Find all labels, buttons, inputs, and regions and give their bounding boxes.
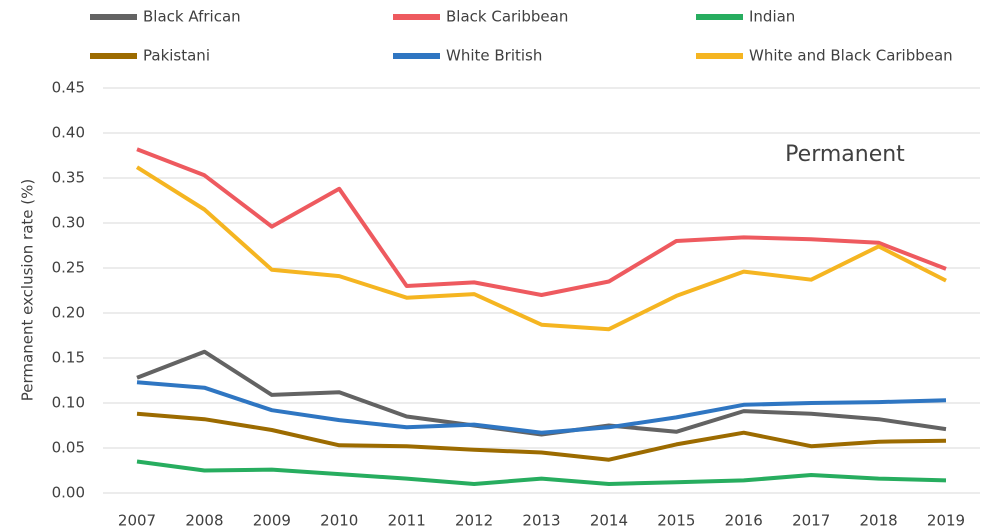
legend-label: White and Black Caribbean (749, 47, 953, 65)
x-tick-label: 2016 (725, 512, 763, 530)
y-tick-label: 0.30 (52, 214, 85, 232)
x-tick-label: 2008 (185, 512, 223, 530)
series-line (135, 165, 947, 332)
series-line (136, 349, 947, 437)
x-tick-label: 2019 (927, 512, 965, 530)
x-tick-label: 2018 (859, 512, 897, 530)
x-tick-label: 2015 (657, 512, 695, 530)
x-tick-label: 2014 (590, 512, 628, 530)
annotation: Permanent (785, 142, 905, 167)
y-tick-label: 0.45 (52, 79, 85, 97)
legend-label: Black Caribbean (446, 8, 568, 26)
x-tick-label: 2013 (522, 512, 560, 530)
x-tick-label: 2009 (253, 512, 291, 530)
y-tick-label: 0.40 (52, 124, 85, 142)
legend-label: Indian (749, 8, 795, 26)
y-tick-label: 0.15 (52, 349, 85, 367)
series-line (136, 411, 947, 462)
legend-label: Pakistani (143, 47, 210, 65)
series-line (136, 380, 947, 435)
x-tick-label: 2010 (320, 512, 358, 530)
x-tick-label: 2007 (118, 512, 156, 530)
y-tick-label: 0.05 (52, 439, 85, 457)
y-tick-label: 0.35 (52, 169, 85, 187)
x-tick-label: 2017 (792, 512, 830, 530)
x-tick-label: 2011 (388, 512, 426, 530)
y-tick-label: 0.20 (52, 304, 85, 322)
y-axis-label: Permanent exclusion rate (%) (19, 179, 37, 401)
x-tick-label: 2012 (455, 512, 493, 530)
legend-label: Black African (143, 8, 241, 26)
series-line (136, 459, 947, 486)
legend-label: White British (446, 47, 542, 65)
y-tick-label: 0.00 (52, 484, 85, 502)
y-tick-label: 0.10 (52, 394, 85, 412)
series-line (136, 147, 947, 297)
y-tick-label: 0.25 (52, 259, 85, 277)
